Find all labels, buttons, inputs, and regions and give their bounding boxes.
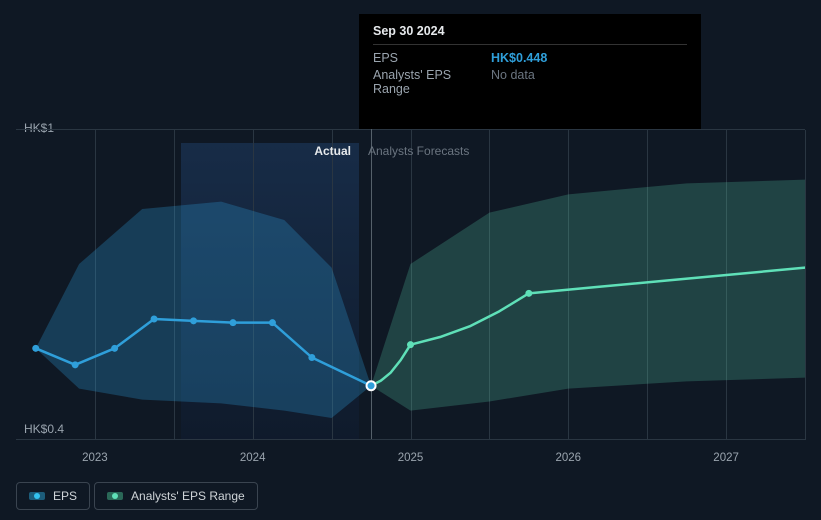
legend-swatch: [107, 492, 123, 500]
legend: EPS Analysts' EPS Range: [16, 482, 258, 510]
tooltip-key: EPS: [373, 51, 491, 65]
tooltip-divider: [373, 44, 687, 45]
tooltip-row-range: Analysts' EPS Range No data: [373, 68, 687, 96]
legend-swatch: [29, 492, 45, 500]
tooltip-value: HK$0.448: [491, 51, 547, 65]
chart-plot: [16, 165, 805, 440]
y-tick-label-top: HK$1: [24, 121, 54, 135]
section-label-forecast: Analysts Forecasts: [368, 144, 469, 158]
legend-label: EPS: [53, 489, 77, 503]
y-tick-label-bottom: HK$0.4: [24, 422, 64, 436]
x-tick-label: 2024: [240, 452, 266, 464]
section-label-actual: Actual: [314, 144, 351, 158]
legend-label: Analysts' EPS Range: [131, 489, 245, 503]
tooltip-date: Sep 30 2024: [373, 24, 687, 38]
x-tick-label: 2025: [398, 452, 424, 464]
legend-item-eps[interactable]: EPS: [16, 482, 90, 510]
tooltip-row-eps: EPS HK$0.448: [373, 51, 687, 65]
tooltip-value: No data: [491, 68, 535, 96]
tooltip: Sep 30 2024 EPS HK$0.448 Analysts' EPS R…: [359, 14, 701, 129]
x-tick-label: 2027: [713, 452, 739, 464]
x-axis: 20232024202520262027: [16, 439, 805, 459]
legend-item-range[interactable]: Analysts' EPS Range: [94, 482, 258, 510]
x-tick-label: 2026: [556, 452, 582, 464]
tooltip-key: Analysts' EPS Range: [373, 68, 491, 96]
x-tick-label: 2023: [82, 452, 108, 464]
